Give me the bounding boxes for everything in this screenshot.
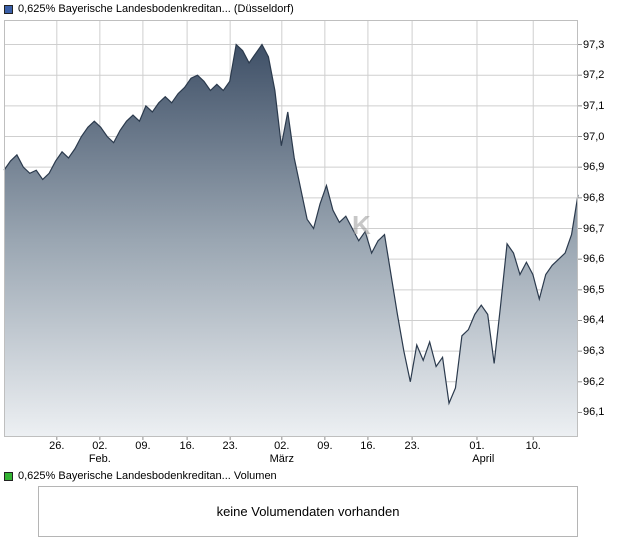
month-label: April bbox=[472, 453, 495, 465]
x-axis: 26. 02. 09. 16. 23. 02. 09. 16. 23. 01. 10. bbox=[4, 440, 578, 453]
x-axis-label: 23. bbox=[222, 440, 238, 452]
price-legend: 0,625% Bayerische Landesbodenkreditan...… bbox=[4, 3, 294, 15]
y-axis-label: 96,4 bbox=[583, 314, 605, 327]
price-chart-plot: K bbox=[3, 20, 582, 440]
x-axis-months: Feb. März April bbox=[4, 453, 578, 466]
y-axis-label: 96,7 bbox=[583, 222, 605, 235]
price-series-label: 0,625% Bayerische Landesbodenkreditan...… bbox=[18, 3, 294, 15]
y-axis-label: 97,0 bbox=[583, 130, 605, 143]
x-axis-label: 02. bbox=[274, 440, 290, 452]
y-axis-label: 96,9 bbox=[583, 161, 605, 174]
x-axis-label: 09. bbox=[135, 440, 151, 452]
x-axis-label: 01. bbox=[469, 440, 485, 452]
y-axis-label: 97,2 bbox=[583, 69, 605, 82]
volume-legend: 0,625% Bayerische Landesbodenkreditan...… bbox=[4, 470, 277, 482]
x-axis-label: 26. bbox=[49, 440, 65, 452]
y-axis-label: 96,1 bbox=[583, 406, 605, 419]
x-axis-label: 16. bbox=[179, 440, 195, 452]
volume-panel: keine Volumendaten vorhanden bbox=[38, 486, 578, 537]
month-label: Feb. bbox=[88, 453, 111, 465]
x-axis-label: 23. bbox=[404, 440, 420, 452]
month-label: März bbox=[269, 453, 295, 465]
volume-series-marker bbox=[4, 471, 13, 481]
price-area-chart bbox=[3, 20, 582, 440]
x-axis-label: 02. bbox=[92, 440, 108, 452]
x-axis-label: 10. bbox=[525, 440, 541, 452]
y-axis-label: 96,2 bbox=[583, 375, 605, 388]
x-axis-label: 16. bbox=[360, 440, 376, 452]
no-volume-message: keine Volumendaten vorhanden bbox=[216, 504, 400, 519]
y-axis-label: 96,5 bbox=[583, 283, 605, 296]
y-axis-label: 97,1 bbox=[583, 99, 605, 112]
watermark: K bbox=[352, 210, 373, 240]
y-axis-label: 97,3 bbox=[583, 38, 605, 51]
y-axis-label: 96,6 bbox=[583, 253, 605, 266]
y-axis-label: 96,8 bbox=[583, 191, 605, 204]
volume-series-label: 0,625% Bayerische Landesbodenkreditan...… bbox=[18, 470, 277, 482]
price-series-marker bbox=[4, 4, 13, 14]
x-axis-label: 09. bbox=[317, 440, 333, 452]
y-axis-label: 96,3 bbox=[583, 345, 605, 358]
y-axis: 97,3 97,2 97,1 97,0 96,9 96,8 96,7 96,6 96,5 96,4… bbox=[583, 20, 617, 437]
